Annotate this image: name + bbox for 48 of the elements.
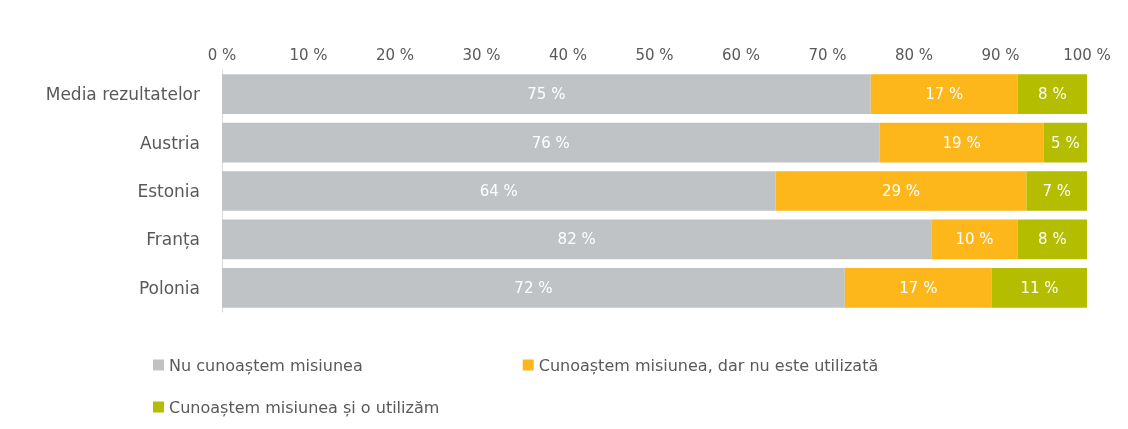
data-label: 29 % — [881, 182, 921, 200]
y-tick-label: Estonia — [137, 181, 200, 201]
x-tick-label: 50 % — [635, 45, 674, 64]
x-tick-label: 20 % — [375, 45, 415, 64]
legend-label: Nu cunoaștem misiunea — [169, 355, 363, 375]
bar — [1017, 219, 1087, 260]
x-tick-label: 60 % — [721, 45, 761, 64]
x-tick-label: 90 % — [981, 45, 1020, 64]
bar — [870, 74, 1018, 115]
data-label: 8 % — [1038, 230, 1067, 249]
data-label: 5 % — [1051, 133, 1080, 152]
bar — [879, 122, 1044, 163]
y-tick-label: Media rezultatelor — [45, 84, 201, 105]
y-tick-label: Polonia — [138, 277, 200, 298]
x-tick-label: 40 % — [548, 45, 588, 64]
bar — [991, 267, 1087, 308]
data-label: 10 % — [955, 230, 994, 249]
data-label: 82 % — [557, 230, 596, 249]
bar — [222, 219, 932, 260]
x-tick-label: 80 % — [894, 45, 934, 64]
bar — [222, 171, 776, 211]
bar — [222, 74, 871, 115]
data-label: 7 % — [1042, 182, 1072, 200]
x-tick-label: 0 % — [207, 45, 237, 64]
data-label: 72 % — [514, 278, 553, 297]
data-label: 19 % — [942, 133, 981, 152]
bar — [931, 219, 1018, 260]
data-label: 17 % — [899, 278, 938, 297]
data-label: 76 % — [531, 133, 570, 152]
data-label: 75 % — [527, 85, 566, 104]
bar — [1017, 74, 1087, 115]
x-tick-label: 10 % — [289, 45, 328, 64]
bar — [1026, 171, 1087, 211]
y-tick-label: Austria — [139, 132, 200, 153]
legend-label: Cunoaștem misiunea și o utilizăm — [169, 397, 440, 417]
x-tick-label: 30 % — [462, 45, 501, 64]
data-label: 11 % — [1020, 278, 1059, 297]
bar — [222, 122, 880, 163]
y-tick-label: Franța — [146, 229, 200, 250]
bar — [775, 171, 1027, 211]
bar — [222, 267, 845, 308]
x-tick-label: 70 % — [808, 45, 847, 64]
data-label: 8 % — [1038, 85, 1067, 104]
data-label: 64 % — [479, 182, 518, 200]
legend-label: Cunoaștem misiunea, dar nu este utilizată — [538, 355, 879, 375]
bar — [844, 267, 992, 308]
data-label: 17 % — [925, 85, 964, 104]
x-tick-label: 100 % — [1063, 45, 1111, 64]
